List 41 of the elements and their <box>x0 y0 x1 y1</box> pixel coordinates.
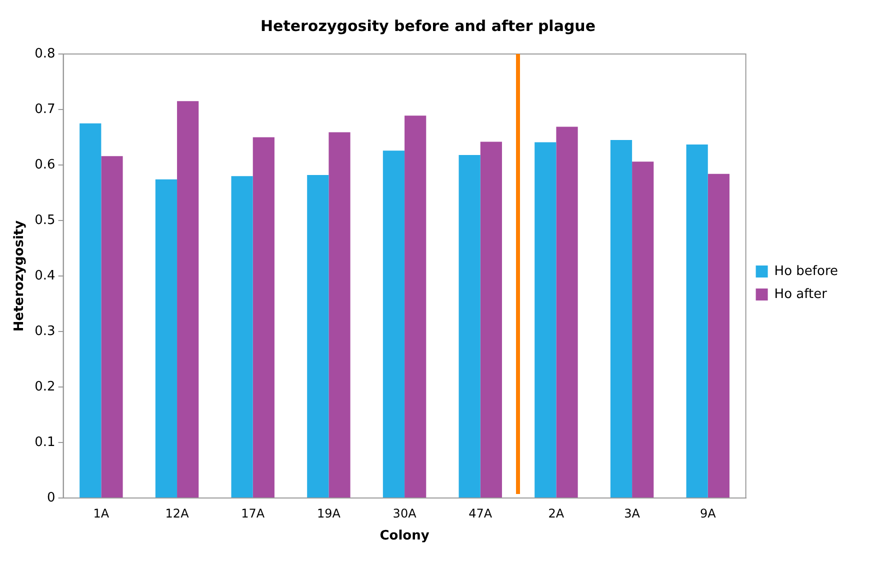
bar <box>252 137 274 498</box>
bar <box>404 116 426 498</box>
bar <box>307 174 329 498</box>
bar <box>480 142 502 498</box>
legend-label: Ho before <box>774 264 838 279</box>
y-tick-label: 0.7 <box>34 102 56 117</box>
bar <box>458 155 480 498</box>
legend-label: Ho after <box>774 286 828 302</box>
x-tick-label: 9A <box>700 506 717 520</box>
y-tick-label: 0.5 <box>34 212 56 228</box>
bar <box>534 142 556 498</box>
bar <box>382 150 405 498</box>
bar <box>708 174 730 498</box>
chart-title: Heterozygosity before and after plague <box>260 16 596 35</box>
y-axis-title: Heterozygosity <box>12 220 28 332</box>
y-tick-label: 0.6 <box>34 157 56 172</box>
x-tick-label: 19A <box>316 506 342 520</box>
bar <box>231 176 253 498</box>
y-tick-label: 0.1 <box>34 434 56 450</box>
y-tick-label: 0.4 <box>34 268 56 284</box>
bar <box>686 144 708 498</box>
bar <box>101 156 123 498</box>
y-tick-label: 0.3 <box>34 324 56 339</box>
x-tick-label: 17A <box>241 506 266 520</box>
bar <box>177 101 199 498</box>
y-tick-label: 0.2 <box>34 379 56 394</box>
bar <box>556 126 578 498</box>
x-axis-title: Colony <box>380 528 430 544</box>
x-tick-label: 3A <box>624 506 641 520</box>
bar <box>610 140 632 498</box>
bar <box>328 132 350 498</box>
bar <box>80 123 102 498</box>
x-tick-label: 47A <box>468 506 493 520</box>
x-tick-label: 2A <box>548 506 565 520</box>
y-tick-label: 0.8 <box>34 46 56 62</box>
x-tick-label: 12A <box>165 506 190 520</box>
x-tick-label: 1A <box>93 506 110 520</box>
bar <box>632 162 654 498</box>
bar <box>155 179 178 498</box>
y-tick-label: 0 <box>46 490 56 506</box>
x-tick-label: 30A <box>392 506 418 520</box>
